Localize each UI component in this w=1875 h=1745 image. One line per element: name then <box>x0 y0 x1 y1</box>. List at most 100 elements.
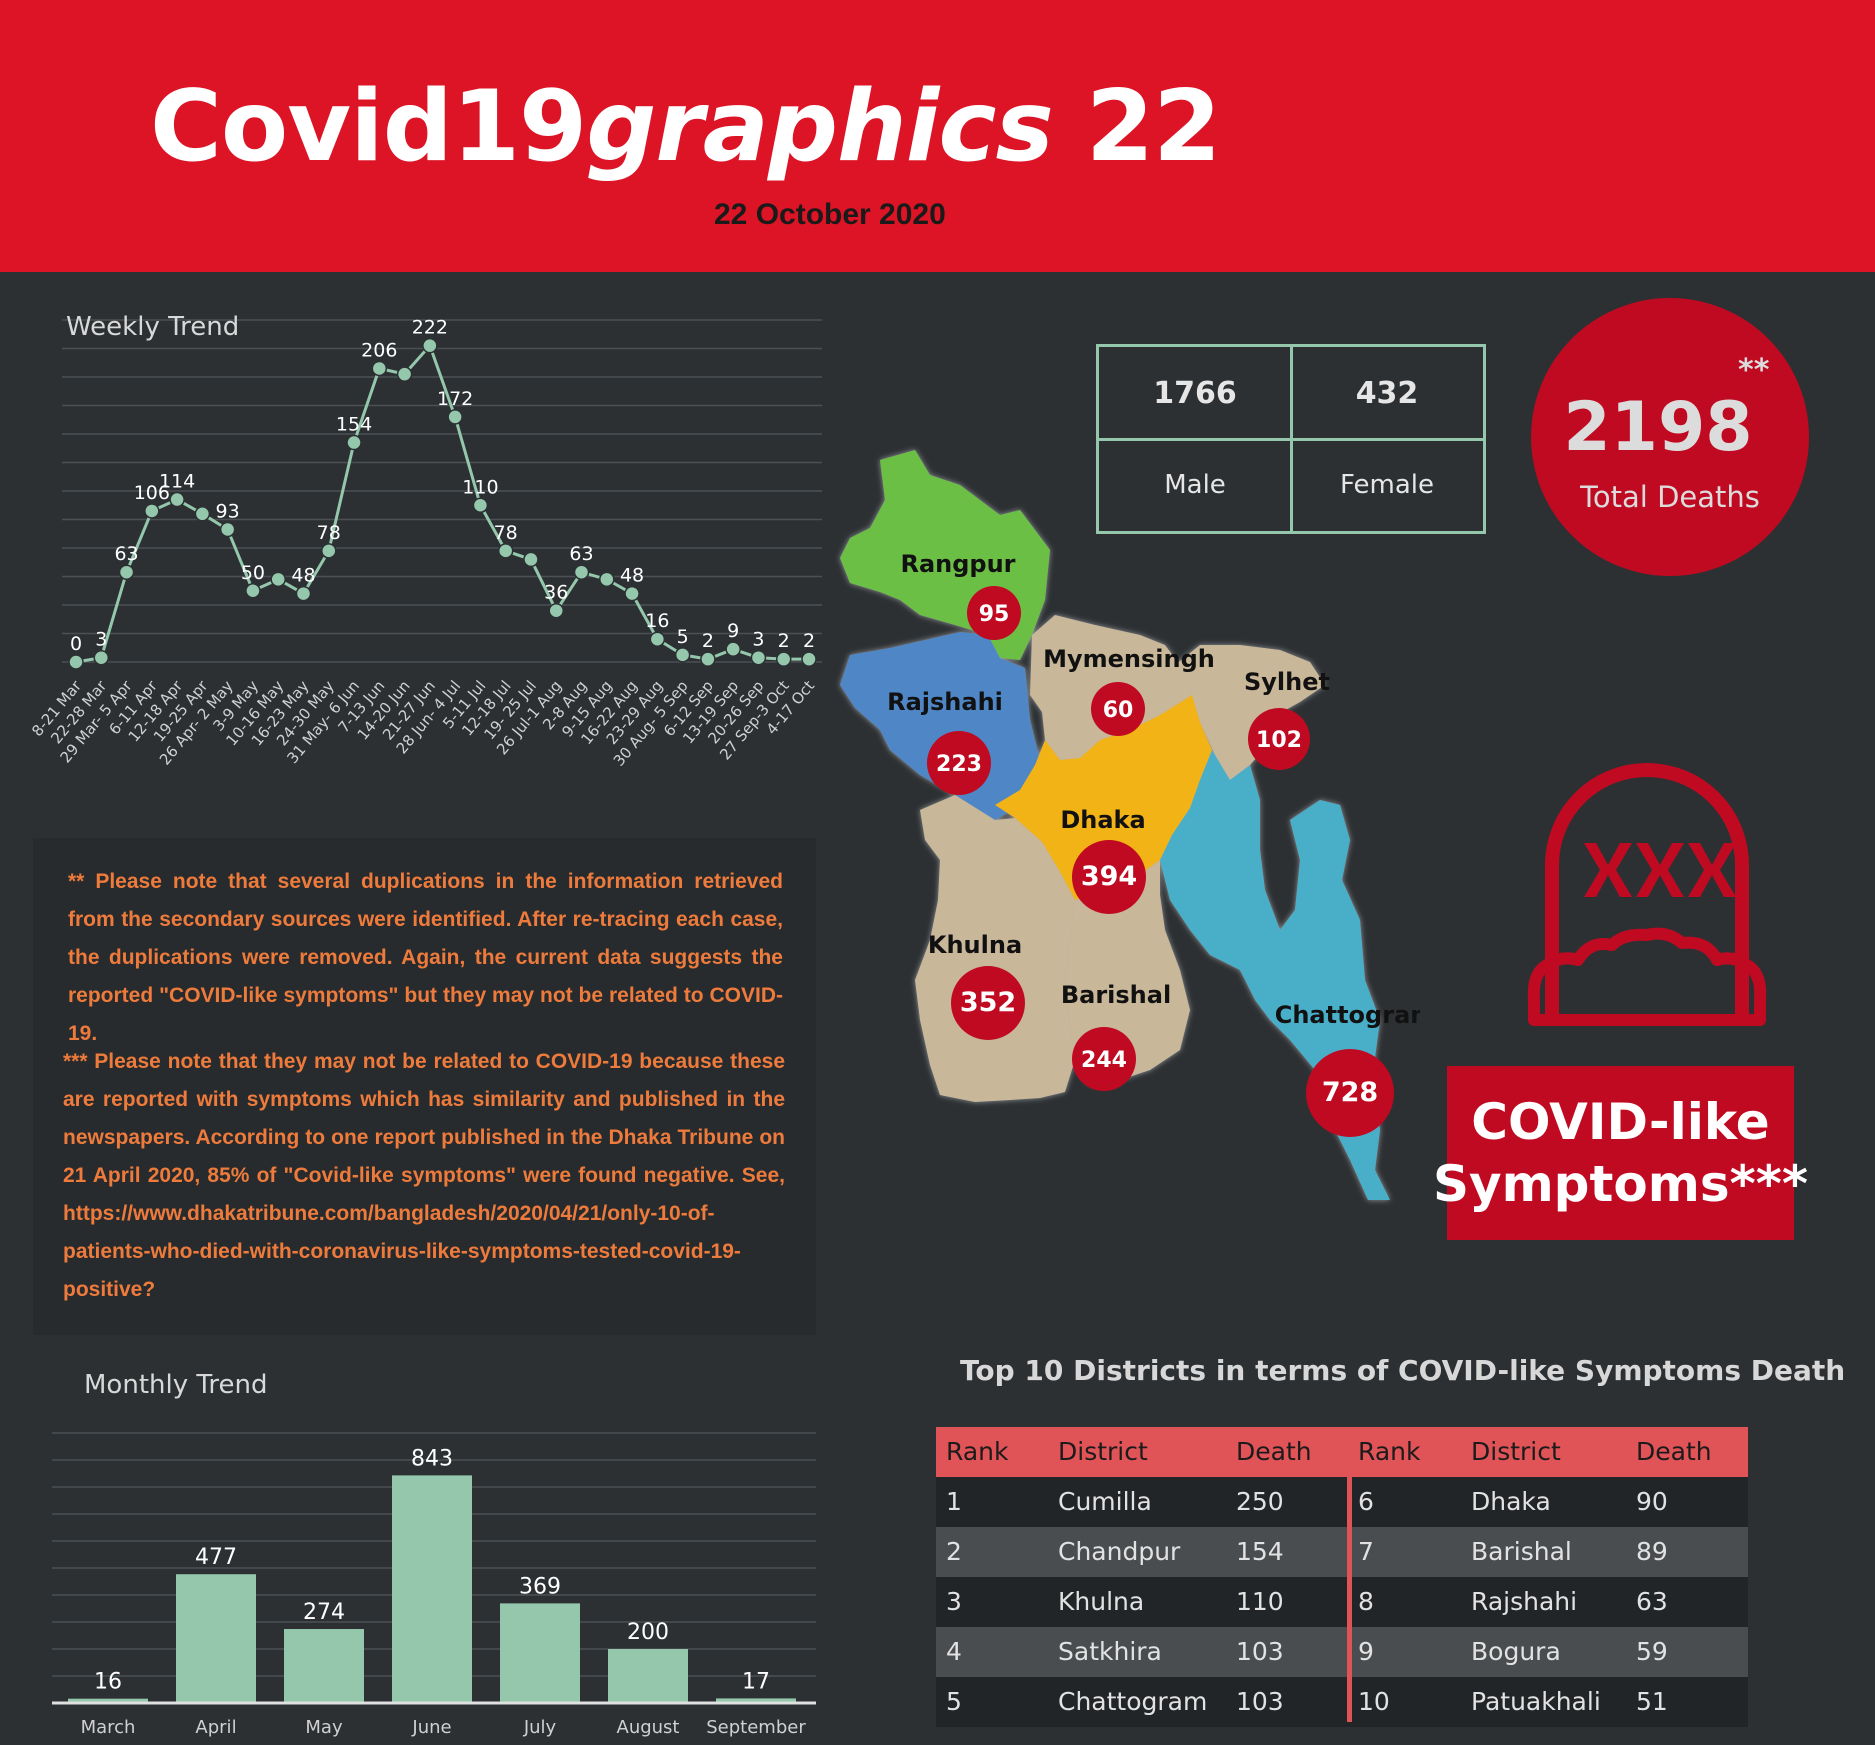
covid-box-line2: Symptoms*** <box>1432 1155 1809 1213</box>
top10-cell: 89 <box>1636 1537 1668 1566</box>
top10-title: Top 10 Districts in terms of COVID-like … <box>960 1354 1846 1387</box>
table-row: 2 Chandpur 154 7 Barishal 89 <box>936 1527 1748 1577</box>
page-title: Covid19graphics 22 <box>150 70 1221 184</box>
weekly-point <box>396 366 413 382</box>
top10-cell: 9 <box>1358 1637 1374 1666</box>
monthly-tick-label: August <box>617 1717 680 1738</box>
monthly-trend-chart: 16 March 477 April 274 May 843 June 369 July 200 Au… <box>52 1432 816 1738</box>
map-bubble-rangpur <box>967 586 1021 640</box>
weekly-point <box>472 497 489 513</box>
top10-cell: 90 <box>1636 1487 1668 1516</box>
table-row: 5 Chattogram 103 10 Patuakhali 51 <box>936 1677 1748 1727</box>
female-label: Female <box>1339 470 1434 500</box>
weekly-point <box>144 503 160 519</box>
monthly-data-label: 274 <box>303 1600 345 1625</box>
top10-header-cell: Rank <box>946 1437 1009 1466</box>
total-deaths-stars: ** <box>1738 353 1770 388</box>
weekly-point <box>245 583 261 599</box>
weekly-point <box>497 543 514 559</box>
map-value-rajshahi: 223 <box>936 752 982 777</box>
weekly-data-label: 5 <box>677 626 689 648</box>
map-label-dhaka: Dhaka <box>1060 806 1145 834</box>
top10-cell: 6 <box>1358 1487 1374 1516</box>
monthly-bar <box>176 1574 256 1703</box>
monthly-data-label: 17 <box>742 1669 770 1694</box>
top10-header-cell: Death <box>1236 1437 1312 1466</box>
monthly-data-label: 369 <box>519 1574 561 1599</box>
weekly-data-label: 154 <box>336 414 372 436</box>
top10-cell: Bogura <box>1471 1637 1561 1666</box>
weekly-point <box>750 649 767 666</box>
top10-cell: Chattogram <box>1058 1687 1208 1716</box>
map-label-sylhet: Sylhet <box>1244 668 1330 696</box>
top10-cell: Khulna <box>1058 1587 1145 1616</box>
weekly-point <box>775 651 792 667</box>
map-label-rangpur: Rangpur <box>900 550 1015 578</box>
map-label-khulna: Khulna <box>928 931 1022 959</box>
bangladesh-division-map: Rangpur 95 Mymensingh 60 Sylhet 102 Rajshahi 22… <box>840 450 1420 1200</box>
map-label-rajshahi: Rajshahi <box>887 688 1003 716</box>
weekly-data-label: 106 <box>134 482 170 504</box>
weekly-data-label: 0 <box>70 633 82 655</box>
weekly-data-label: 172 <box>437 388 473 410</box>
weekly-point <box>573 564 590 580</box>
top10-cell: 7 <box>1358 1537 1374 1566</box>
weekly-point <box>68 654 84 670</box>
weekly-point <box>624 585 640 602</box>
map-region-rajshahi <box>840 632 1040 820</box>
total-deaths-value: 2198 <box>1563 388 1753 467</box>
weekly-point <box>295 585 312 602</box>
monthly-bar <box>716 1698 796 1703</box>
map-value-mymensingh: 60 <box>1103 698 1134 723</box>
title-part-covid19: Covid19 <box>150 70 587 184</box>
male-label: Male <box>1164 470 1226 500</box>
weekly-data-label: 48 <box>291 565 315 587</box>
weekly-data-label: 48 <box>620 565 644 587</box>
report-date: 22 October 2020 <box>714 198 946 231</box>
map-bubble-rajshahi <box>927 731 991 795</box>
header-banner: Covid19graphics 22 22 October 2020 <box>0 0 1875 272</box>
weekly-data-label: 206 <box>361 339 397 361</box>
top10-cell: 10 <box>1358 1687 1390 1716</box>
top10-header-cell: District <box>1471 1437 1561 1466</box>
weekly-data-label: 3 <box>752 629 764 651</box>
weekly-point <box>649 631 666 647</box>
top10-cell: 110 <box>1236 1587 1284 1616</box>
top10-cell: Chandpur <box>1058 1537 1181 1566</box>
map-bubble-khulna <box>951 966 1025 1040</box>
top10-cell: Patuakhali <box>1471 1687 1601 1716</box>
weekly-point <box>548 602 564 619</box>
monthly-data-label: 200 <box>627 1620 669 1645</box>
total-deaths-badge: ** 2198 Total Deaths <box>1531 298 1809 576</box>
weekly-data-label: 2 <box>702 630 714 652</box>
weekly-data-label: 93 <box>216 500 240 522</box>
weekly-data-label: 78 <box>317 522 341 544</box>
top10-cell: 3 <box>946 1587 962 1616</box>
gender-table-hline <box>1099 438 1483 441</box>
monthly-bar <box>608 1649 688 1703</box>
weekly-point <box>118 564 135 580</box>
weekly-point <box>219 521 236 538</box>
weekly-point <box>700 651 716 667</box>
weekly-data-label: 9 <box>727 620 739 642</box>
monthly-bar <box>392 1475 472 1703</box>
top10-cell: 59 <box>1636 1637 1668 1666</box>
weekly-point <box>169 491 185 508</box>
total-deaths-label: Total Deaths <box>1580 480 1760 514</box>
top10-cell: 63 <box>1636 1587 1668 1616</box>
top10-header-cell: Death <box>1636 1437 1712 1466</box>
weekly-point <box>725 641 741 657</box>
weekly-point <box>523 551 539 568</box>
map-region-dhaka <box>995 695 1212 900</box>
weekly-data-label: 63 <box>569 543 593 565</box>
title-part-number: 22 <box>1052 70 1221 184</box>
monthly-tick-label: May <box>305 1717 343 1738</box>
map-bubble-dhaka <box>1072 840 1146 914</box>
top10-cell: 250 <box>1236 1487 1284 1516</box>
monthly-data-label: 16 <box>94 1670 122 1695</box>
monthly-bar <box>284 1629 364 1703</box>
weekly-point <box>674 647 691 663</box>
map-label-barishal: Barishal <box>1061 981 1171 1009</box>
map-label-mymensingh: Mymensingh <box>1043 645 1215 673</box>
